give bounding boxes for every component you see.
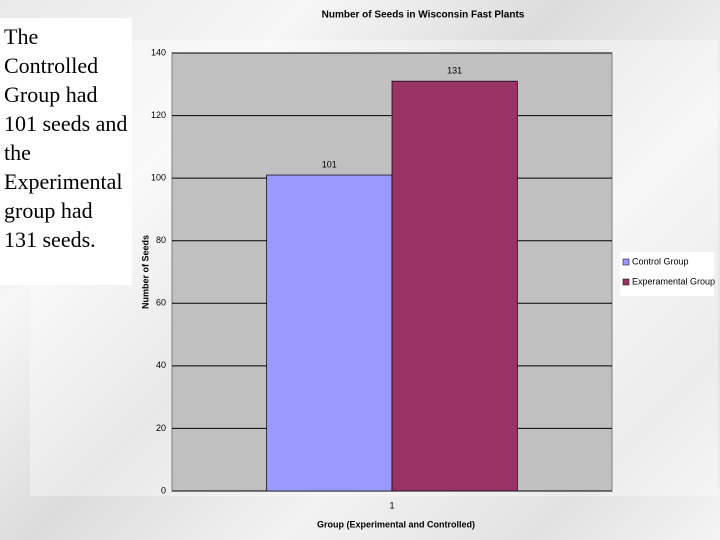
x-axis-label: Group (Experimental and Controlled) bbox=[317, 519, 475, 529]
y-axis-label: Number of Seeds bbox=[140, 235, 150, 309]
legend-box bbox=[620, 252, 714, 296]
text-box: The Controlled Group had 101 seeds and t… bbox=[0, 18, 132, 285]
y-tick-label: 80 bbox=[156, 235, 166, 245]
y-tick-label: 40 bbox=[156, 360, 166, 370]
legend-label: Control Group bbox=[632, 256, 689, 266]
y-tick-label: 20 bbox=[156, 423, 166, 433]
y-tick-label: 0 bbox=[161, 485, 166, 495]
value-label: 101 bbox=[322, 159, 337, 169]
legend-label: Experamental Group bbox=[632, 276, 715, 286]
bar bbox=[391, 80, 518, 492]
y-tick-label: 120 bbox=[151, 110, 166, 120]
legend-swatch bbox=[622, 258, 630, 266]
y-tick-label: 60 bbox=[156, 298, 166, 308]
y-tick-label: 140 bbox=[151, 47, 166, 57]
bar bbox=[266, 174, 393, 492]
x-tick-label: 1 bbox=[389, 500, 394, 510]
value-label: 131 bbox=[447, 66, 462, 76]
y-tick-label: 100 bbox=[151, 173, 166, 183]
legend-swatch bbox=[622, 278, 630, 286]
chart-title: Number of Seeds in Wisconsin Fast Plants bbox=[322, 10, 525, 21]
